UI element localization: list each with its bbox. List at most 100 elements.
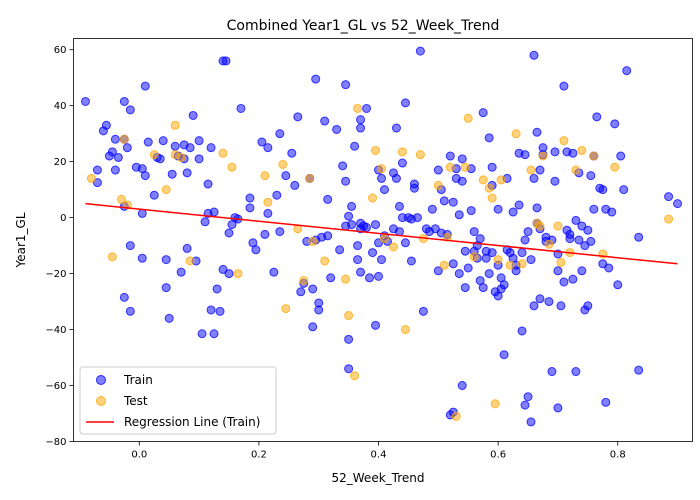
train-point: [149, 190, 159, 200]
test-point: [400, 325, 410, 335]
train-point: [589, 204, 599, 214]
train-point: [194, 136, 204, 146]
test-point: [308, 236, 318, 246]
test-point: [368, 193, 378, 203]
legend: Train Test Regression Line (Train): [79, 366, 277, 435]
train-point: [371, 320, 381, 330]
train-point: [484, 133, 494, 143]
train-point: [362, 103, 372, 113]
train-point: [481, 253, 491, 263]
train-point: [323, 194, 333, 204]
train-point: [209, 207, 219, 217]
train-point: [155, 154, 165, 164]
train-point: [107, 147, 117, 157]
train-point: [344, 211, 354, 221]
train-point: [508, 207, 518, 217]
train-point: [577, 266, 587, 276]
train-point: [448, 259, 458, 269]
train-point: [598, 185, 608, 195]
test-point: [571, 165, 581, 175]
test-point: [86, 173, 96, 183]
train-point: [391, 123, 401, 133]
train-point: [445, 151, 455, 161]
train-point: [338, 161, 348, 171]
train-point: [92, 165, 102, 175]
train-point: [341, 80, 351, 90]
train-point: [475, 234, 485, 244]
train-point: [374, 271, 384, 281]
train-point: [200, 217, 210, 227]
train-point: [604, 263, 614, 273]
test-point: [610, 162, 620, 172]
train-point: [568, 274, 578, 284]
train-point: [80, 96, 90, 106]
y-tick-label: −40: [45, 325, 66, 336]
train-point: [257, 137, 267, 147]
train-point: [409, 183, 419, 193]
train-point: [598, 259, 608, 269]
test-point: [278, 159, 288, 169]
train-point: [514, 200, 524, 210]
train-point: [664, 192, 674, 202]
train-point: [245, 193, 255, 203]
train-point: [622, 66, 632, 76]
train-point: [182, 243, 192, 253]
train-point: [592, 112, 602, 122]
train-point: [538, 143, 548, 153]
test-point: [305, 173, 315, 183]
train-point: [520, 150, 530, 160]
train-point: [433, 266, 443, 276]
train-point: [619, 185, 629, 195]
test-point: [526, 165, 536, 175]
train-point: [529, 173, 539, 183]
legend-test-marker: [96, 396, 106, 406]
test-point: [553, 221, 563, 231]
train-point: [185, 143, 195, 153]
x-axis: 0.0 0.2 0.4 0.6 0.8: [131, 441, 626, 461]
test-point: [577, 145, 587, 155]
y-tick-label: 0: [60, 213, 66, 224]
test-point: [493, 255, 503, 265]
train-point: [478, 108, 488, 118]
train-point: [368, 248, 378, 258]
train-point: [320, 116, 330, 126]
test-point: [353, 103, 363, 113]
test-point: [589, 151, 599, 161]
train-point: [520, 400, 530, 410]
train-point: [454, 269, 464, 279]
test-point: [487, 193, 497, 203]
train-point: [391, 173, 401, 183]
train-point: [275, 129, 285, 139]
test-point: [388, 242, 398, 252]
train-point: [565, 234, 575, 244]
train-point: [353, 255, 363, 265]
train-point: [101, 120, 111, 130]
y-tick-label: −20: [45, 269, 66, 280]
train-point: [613, 280, 623, 290]
train-point: [140, 81, 150, 91]
train-point: [353, 241, 363, 251]
train-point: [224, 269, 234, 279]
train-point: [137, 253, 147, 263]
train-point: [92, 178, 102, 188]
train-point: [170, 141, 180, 151]
train-point: [335, 245, 345, 255]
train-point: [137, 208, 147, 218]
train-point: [356, 123, 366, 133]
test-point: [538, 151, 548, 161]
train-point: [263, 143, 273, 153]
test-point: [478, 175, 488, 185]
test-point: [433, 180, 443, 190]
y-axis-title: Year1_GL: [14, 212, 28, 268]
train-point: [499, 350, 509, 360]
train-point: [371, 220, 381, 230]
train-point: [460, 246, 470, 256]
train-point: [616, 151, 626, 161]
train-point: [532, 127, 542, 137]
train-point: [400, 98, 410, 108]
train-point: [206, 305, 216, 315]
train-point: [520, 235, 530, 245]
y-tick-label: −60: [45, 381, 66, 392]
train-point: [517, 326, 527, 336]
y-tick-label: −80: [45, 437, 66, 448]
